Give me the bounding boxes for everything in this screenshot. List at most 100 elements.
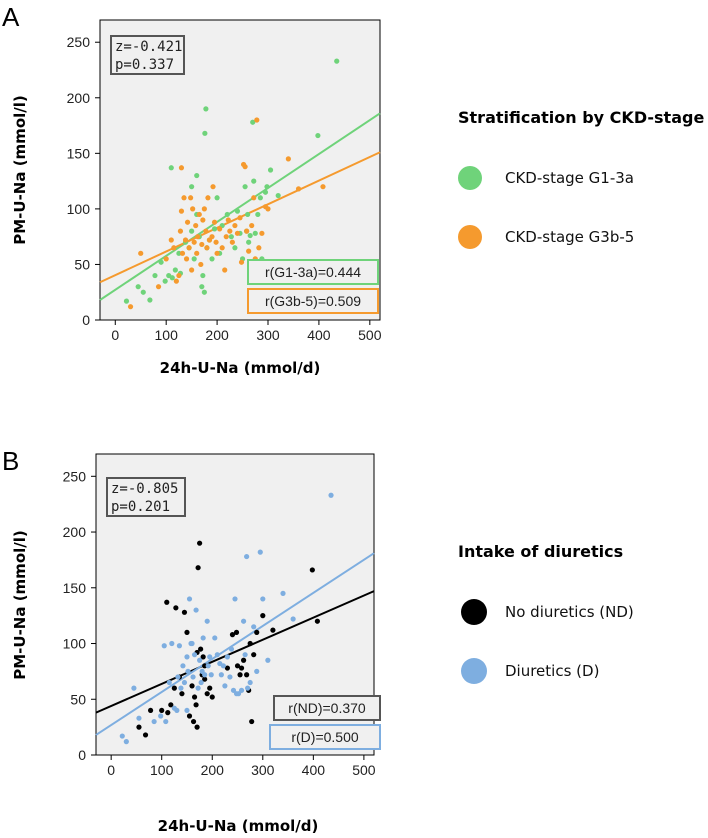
data-point-b-0: [234, 663, 241, 669]
data-point-a-0: [169, 275, 175, 281]
data-point-a-1: [244, 228, 250, 234]
data-point-a-0: [228, 234, 234, 240]
data-point-a-0: [194, 172, 200, 179]
data-point-b-0: [249, 718, 255, 725]
data-point-a-0: [202, 130, 208, 136]
data-point-a-0: [203, 106, 209, 112]
data-point-b-0: [244, 672, 250, 678]
data-point-b-1: [280, 590, 286, 596]
data-point-a-0: [211, 226, 218, 232]
data-point-a-1: [190, 206, 196, 212]
fit-lines-b: [95, 552, 375, 736]
data-point-b-0: [191, 694, 198, 700]
data-point-b-0: [233, 629, 240, 635]
data-point-b-1: [244, 553, 250, 560]
data-point-b-1: [328, 492, 334, 498]
legend-marker-b-1: [461, 658, 487, 684]
data-point-a-0: [232, 245, 238, 251]
data-point-b-0: [207, 685, 213, 691]
legend-marker-a-1: [458, 225, 482, 249]
panel-label-b: B: [2, 446, 19, 476]
data-point-a-1: [176, 272, 182, 279]
data-point-b-1: [136, 715, 142, 721]
x-tick-label: 100: [150, 762, 174, 778]
data-point-a-1: [232, 222, 238, 229]
data-point-a-1: [199, 241, 205, 248]
y-tick-label: 150: [63, 580, 87, 596]
data-point-b-0: [198, 646, 204, 652]
data-point-b-0: [159, 707, 165, 714]
data-point-a-1: [173, 278, 179, 284]
data-point-a-0: [162, 278, 168, 284]
points-a: [123, 58, 340, 310]
data-point-a-1: [186, 245, 192, 251]
data-point-b-1: [212, 635, 218, 641]
data-point-a-0: [264, 184, 270, 190]
legend-title-b: Intake of diuretics: [458, 542, 623, 561]
corr-box-a-1: [247, 288, 379, 314]
data-point-a-1: [213, 239, 219, 245]
data-point-b-0: [247, 640, 253, 647]
data-point-a-0: [209, 256, 215, 262]
data-point-b-0: [260, 613, 266, 619]
data-point-a-0: [251, 178, 257, 184]
data-point-a-0: [262, 189, 269, 195]
data-point-b-1: [230, 687, 237, 693]
data-point-b-0: [202, 676, 208, 682]
data-point-b-1: [184, 707, 190, 714]
data-point-a-1: [238, 259, 245, 265]
data-point-b-0: [195, 565, 201, 571]
data-point-a-1: [209, 234, 215, 240]
data-point-a-1: [194, 250, 200, 256]
y-tick-label: 150: [67, 145, 91, 161]
data-point-b-1: [163, 718, 169, 725]
data-point-a-1: [210, 184, 216, 190]
data-point-a-1: [138, 250, 144, 256]
data-point-b-1: [174, 707, 180, 714]
x-tick-label: 0: [107, 762, 115, 778]
data-point-a-1: [256, 245, 262, 251]
legend-marker-a-0: [458, 166, 482, 190]
y-tick-label: 200: [63, 524, 87, 540]
data-point-b-1: [166, 679, 172, 686]
data-point-b-1: [254, 668, 260, 674]
corr-box-a-0: [247, 259, 379, 285]
data-point-b-0: [186, 713, 193, 719]
x-tick-label: 300: [256, 327, 280, 343]
data-point-b-0: [179, 691, 185, 697]
data-point-a-0: [252, 230, 258, 236]
stat-p-a: p=0.337: [115, 57, 174, 73]
y-tick-label: 200: [67, 90, 91, 106]
stat-p-b: p=0.201: [111, 499, 170, 515]
data-point-b-1: [251, 624, 257, 630]
stats-box-b: [106, 477, 186, 517]
data-point-a-0: [189, 228, 195, 234]
data-point-a-0: [176, 250, 182, 256]
data-point-a-0: [147, 297, 153, 303]
data-point-b-1: [224, 654, 231, 660]
data-point-b-0: [209, 694, 215, 700]
data-point-b-1: [176, 643, 182, 649]
data-point-a-1: [195, 234, 201, 240]
data-point-a-0: [257, 195, 263, 201]
data-point-a-1: [181, 195, 187, 201]
data-point-b-0: [200, 654, 206, 660]
data-point-b-1: [260, 596, 266, 602]
data-point-a-0: [250, 119, 256, 125]
data-point-b-1: [214, 652, 220, 658]
data-point-b-1: [220, 663, 226, 669]
stat-z-b: z=-0.805: [111, 481, 178, 497]
data-point-a-1: [229, 239, 235, 245]
data-point-b-1: [205, 663, 211, 669]
legend-title-a: Stratification by CKD-stage: [458, 108, 704, 127]
data-point-b-1: [169, 640, 175, 647]
corr-label-b-1: r(D)=0.500: [291, 729, 359, 745]
data-point-b-0: [194, 724, 200, 730]
data-point-a-0: [214, 195, 220, 201]
data-point-a-1: [295, 186, 302, 192]
data-point-b-1: [178, 685, 184, 691]
data-point-a-0: [234, 208, 241, 214]
data-point-a-0: [315, 132, 321, 139]
legend-label-a-0: CKD-stage G1-3a: [505, 169, 634, 187]
